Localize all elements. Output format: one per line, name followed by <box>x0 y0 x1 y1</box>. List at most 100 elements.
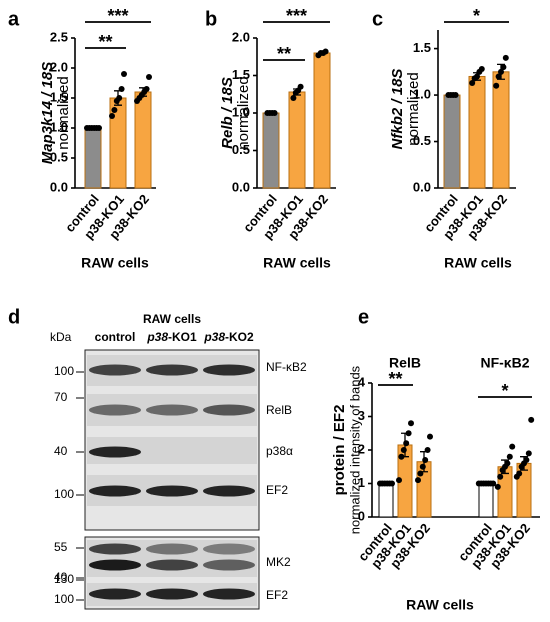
group-label: RelB <box>389 355 421 371</box>
lane-label: control <box>95 330 136 344</box>
y-tick-label: 1.5 <box>232 67 250 82</box>
data-point <box>422 457 429 464</box>
data-point <box>500 64 507 71</box>
y-tick-label: 1 <box>358 475 365 490</box>
data-point <box>116 95 123 101</box>
bar <box>468 75 486 189</box>
data-point <box>417 470 424 477</box>
x-axis-label: RAW cells <box>406 597 474 613</box>
data-point <box>495 73 502 80</box>
y-axis-label-2: normalized <box>235 76 252 149</box>
band <box>146 559 198 571</box>
band <box>203 404 255 416</box>
data-point <box>494 483 501 490</box>
data-point <box>478 66 485 73</box>
band <box>203 588 255 600</box>
y-tick-label: 0.0 <box>413 179 431 194</box>
band <box>146 364 198 376</box>
y-tick-label: 0.0 <box>50 179 68 194</box>
data-point <box>523 457 530 464</box>
data-point <box>389 480 395 487</box>
data-point <box>509 443 516 450</box>
protein-label: EF2 <box>266 588 288 602</box>
data-point <box>504 460 511 467</box>
y-tick-label: 0.5 <box>232 142 250 157</box>
y-axis-label: Map3k14 / 18S <box>39 62 56 165</box>
y-axis-label-2: normalized intensity of bands <box>347 365 362 534</box>
data-point <box>271 110 278 116</box>
band <box>89 446 141 458</box>
data-point <box>109 113 115 119</box>
data-point <box>118 86 125 92</box>
data-point <box>415 477 421 484</box>
data-point <box>396 477 402 484</box>
lane-label: p38-KO2 <box>203 330 254 344</box>
data-point <box>143 86 150 92</box>
y-tick-label: 2 <box>358 441 365 456</box>
y-tick-label: 2.0 <box>232 29 250 44</box>
data-point <box>452 92 459 99</box>
y-tick-label: 3 <box>358 408 365 423</box>
bar <box>478 483 494 518</box>
bar <box>443 94 461 189</box>
y-tick-label: 1.5 <box>413 40 431 55</box>
y-tick-label: 1.0 <box>413 86 431 101</box>
band <box>203 364 255 376</box>
lane-label-part: -KO2 <box>225 330 254 344</box>
band <box>89 404 141 416</box>
data-point <box>516 470 523 477</box>
y-axis-label: protein / EF2 <box>331 405 348 496</box>
data-point <box>400 447 407 453</box>
data-point <box>297 83 304 90</box>
y-tick-label: 4 <box>358 374 366 389</box>
data-point <box>419 463 426 470</box>
data-point <box>290 95 297 101</box>
marker-label: 70 <box>54 390 68 404</box>
y-axis-label: Relb / 18S <box>219 77 236 149</box>
y-tick-label: 0.5 <box>50 149 68 164</box>
significance-label: * <box>501 381 508 401</box>
data-point <box>96 125 102 131</box>
data-point <box>121 71 127 77</box>
band <box>89 485 141 497</box>
panel-letter: c <box>372 8 383 30</box>
bar <box>378 483 394 518</box>
bar <box>84 127 102 189</box>
significance-label: ** <box>277 44 291 64</box>
significance-label: ** <box>388 369 402 389</box>
panel-letter: d <box>8 306 20 328</box>
y-tick-label: 2.0 <box>50 59 68 74</box>
marker-label: 40 <box>54 570 68 584</box>
marker-label: 55 <box>54 540 68 554</box>
data-point <box>506 453 513 460</box>
data-point <box>405 430 412 437</box>
marker-label: 40 <box>54 444 68 458</box>
marker-label: 100 <box>54 364 74 378</box>
data-point <box>408 420 414 427</box>
data-point <box>525 450 532 457</box>
data-point <box>146 74 152 80</box>
bar <box>288 91 306 189</box>
lane-label-part: control <box>95 330 136 344</box>
significance-label: *** <box>107 6 128 26</box>
panel-letter: e <box>358 306 369 328</box>
band <box>89 543 141 555</box>
data-point <box>498 68 504 75</box>
blot-title: RAW cells <box>143 312 201 326</box>
x-axis-label: RAW cells <box>263 255 331 271</box>
marker-label: 130 <box>54 572 74 586</box>
significance-label: ** <box>98 32 112 52</box>
band <box>203 543 255 555</box>
protein-label: MK2 <box>266 555 291 569</box>
protein-label: NF-κB2 <box>266 360 307 374</box>
y-tick-label: 0.0 <box>232 179 250 194</box>
data-point <box>398 453 405 460</box>
bar <box>313 52 331 189</box>
bar <box>262 112 280 189</box>
protein-label: p38α <box>266 444 293 458</box>
data-point <box>493 82 500 89</box>
data-point <box>502 54 509 61</box>
protein-label: RelB <box>266 403 292 417</box>
y-tick-label: 1.0 <box>232 104 250 119</box>
significance-label: *** <box>286 6 307 26</box>
